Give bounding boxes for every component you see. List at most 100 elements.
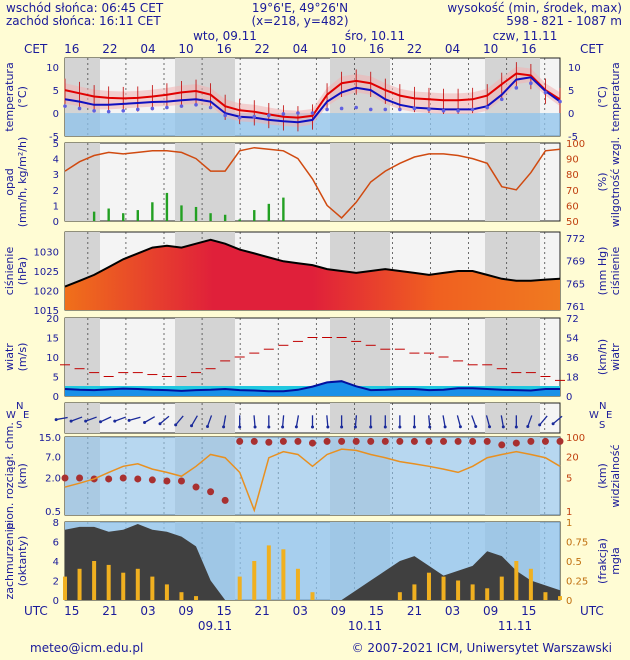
wind-tick-label: 0 (53, 392, 59, 403)
wind-direction-arrow-head (174, 423, 178, 427)
wind-direction-arrow-head (222, 425, 226, 429)
day-label-bottom-2: 10.11 (347, 619, 383, 633)
axes: 10 105 50 0-5 -55432101009080706050103010251… (3, 62, 622, 607)
elevation-values: 598 - 821 - 1087 m (506, 14, 622, 28)
precipitation-tick-label: 5 (53, 139, 59, 150)
hour-label: 09 (483, 604, 499, 618)
wind-tick-label: 10 (46, 353, 59, 364)
temperature-line-max (64, 72, 561, 119)
precipitation-bar (223, 214, 227, 221)
precipitation-bar (253, 210, 256, 221)
dew-point-dot (470, 107, 475, 112)
cloud-extent-dot (381, 437, 389, 445)
wind-direction-arrow (354, 415, 358, 428)
wind-direction-arrow (128, 416, 141, 421)
wind-direction-arrow-head (267, 425, 271, 429)
hour-label: 04 (292, 42, 308, 56)
cloud-extent-dot (119, 474, 127, 482)
night-band (485, 403, 540, 433)
dew-point-dot (77, 106, 82, 111)
dew-point-dot (223, 113, 227, 118)
temperature-tick-label-right: 0 (568, 109, 574, 120)
wind-direction-arrow-head (551, 422, 555, 426)
fog-bar (543, 592, 548, 600)
fog-bar (528, 568, 533, 600)
cet-label-right: CET (580, 42, 604, 56)
wind-direction-arrow (85, 416, 97, 422)
cloud_fog-axis-title-right: mgła (609, 547, 622, 575)
dew-point-dot (208, 105, 213, 110)
hour-label: 09 (178, 604, 194, 618)
fog-tick-label: 0.5 (566, 557, 582, 568)
fog-bar (485, 588, 490, 600)
wind-direction-arrow-head (353, 425, 357, 429)
compass-label: N (16, 401, 23, 412)
precipitation-bar (136, 210, 139, 221)
wind-speed-area (65, 381, 560, 396)
wind-direction-arrow (539, 415, 548, 426)
pressure-axis-title-left: (hPa) (16, 257, 29, 285)
panel-frame-3 (64, 317, 561, 397)
temperature-tick-label: 5 (53, 86, 59, 97)
cloud-extent-dot (236, 437, 244, 445)
dew-point-dot (339, 106, 344, 111)
visibility-axis-title-right: widzialność (609, 444, 622, 507)
cloud-extent-dot (440, 437, 448, 445)
cloud-extent-dot (177, 477, 185, 485)
wind-direction-arrow (70, 416, 83, 422)
pressure-axis-title-left: ciśnienie (3, 247, 16, 296)
precipitation-bar (180, 205, 183, 221)
compass-label: E (23, 410, 29, 421)
day-label-bottom-3: 11.11 (497, 619, 533, 633)
visibility-tick-label: 100 (566, 433, 585, 444)
wind-direction-arrow-head (206, 424, 210, 428)
dew-point-dot (354, 105, 358, 110)
dew-point-dot (179, 104, 184, 108)
visibility-tick-label: 5 (566, 474, 572, 485)
fog-bar (499, 576, 504, 600)
fog-bar (179, 592, 184, 600)
fog-bar (281, 549, 286, 600)
fog-bar (412, 584, 417, 600)
cloud-tick-label: 4 (53, 557, 59, 568)
wind-direction-arrow-head (538, 423, 542, 427)
sunset-text: zachód słońca: 16:11 CET (6, 14, 161, 28)
pressure-tick-label: 1020 (34, 287, 59, 298)
cloud_fog-axis-title-right: (frakcja) (596, 538, 609, 584)
hour-label: 10 (330, 42, 346, 56)
hour-label: 16 (521, 42, 537, 56)
cloud-extent-tick-label: 0.5 (45, 507, 61, 518)
wind-axis-title-right: (km/h) (596, 339, 609, 375)
humidity-tick-label: 100 (566, 139, 585, 150)
cloud-extent-dot (163, 477, 171, 485)
wind-kmh-tick-label: 72 (566, 314, 579, 325)
precipitation-tick-label: 0 (53, 217, 59, 228)
dew-point-dot (529, 81, 533, 86)
cloud-extent-dot (134, 475, 142, 483)
wind-direction-arrow-head (99, 420, 103, 424)
hour-label: 10 (483, 42, 499, 56)
cloud-extent-dot (323, 437, 331, 445)
day-label-bottom-1: 09.11 (197, 619, 233, 633)
cloud-extent-dot (294, 437, 302, 445)
dew-point-dot (368, 107, 373, 112)
pressure-area (65, 239, 560, 310)
cloud-extent-dot (309, 439, 316, 447)
hour-label: 15 (64, 604, 80, 618)
dew-point-dot (135, 107, 140, 112)
compass-label: W (589, 410, 599, 421)
precipitation-bar (238, 219, 241, 221)
night-band (175, 403, 235, 433)
cloud-extent-dot (250, 437, 258, 445)
pressure-mmhg-tick-label: 769 (566, 257, 585, 268)
wind-direction-arrow (295, 415, 300, 427)
wind-direction-arrow (253, 415, 256, 428)
wind-direction-arrow (281, 415, 285, 428)
temperature-axis-title-right: temperatura (609, 62, 622, 131)
panel-frame-1 (64, 142, 561, 222)
wind-direction-arrow-head (69, 419, 73, 423)
contact-email[interactable]: meteo@icm.edu.pl (30, 641, 144, 655)
hour-label: 16 (216, 42, 232, 56)
day-night-bands (64, 57, 561, 601)
wind-direction-arrow-head (143, 421, 147, 424)
